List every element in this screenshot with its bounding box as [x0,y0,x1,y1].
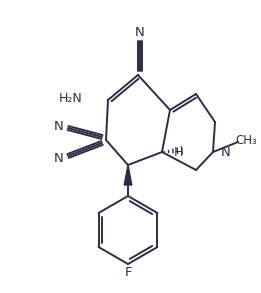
Text: N: N [54,151,64,164]
Text: N: N [54,120,64,132]
Text: N: N [221,146,231,159]
Text: F: F [124,267,132,280]
Text: H₂N: H₂N [58,91,82,105]
Text: CH₃: CH₃ [235,134,257,146]
Polygon shape [124,165,132,185]
Text: N: N [135,25,145,38]
Text: H: H [173,146,183,159]
